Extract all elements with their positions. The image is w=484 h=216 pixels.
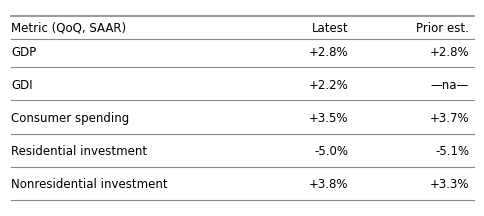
- Text: Prior est.: Prior est.: [415, 22, 468, 35]
- Text: +2.2%: +2.2%: [308, 79, 348, 92]
- Text: +3.7%: +3.7%: [429, 112, 468, 125]
- Text: -5.0%: -5.0%: [314, 145, 348, 158]
- Text: +3.5%: +3.5%: [308, 112, 348, 125]
- Text: +2.8%: +2.8%: [429, 46, 468, 59]
- Text: +3.8%: +3.8%: [308, 178, 348, 191]
- Text: —na—: —na—: [430, 79, 468, 92]
- Text: GDI: GDI: [11, 79, 32, 92]
- Text: +3.3%: +3.3%: [429, 178, 468, 191]
- Text: +2.8%: +2.8%: [308, 46, 348, 59]
- Text: Metric (QoQ, SAAR): Metric (QoQ, SAAR): [11, 22, 126, 35]
- Text: -5.1%: -5.1%: [434, 145, 468, 158]
- Text: Latest: Latest: [311, 22, 348, 35]
- Text: Consumer spending: Consumer spending: [11, 112, 129, 125]
- Text: Nonresidential investment: Nonresidential investment: [11, 178, 167, 191]
- Text: Residential investment: Residential investment: [11, 145, 147, 158]
- Text: GDP: GDP: [11, 46, 36, 59]
